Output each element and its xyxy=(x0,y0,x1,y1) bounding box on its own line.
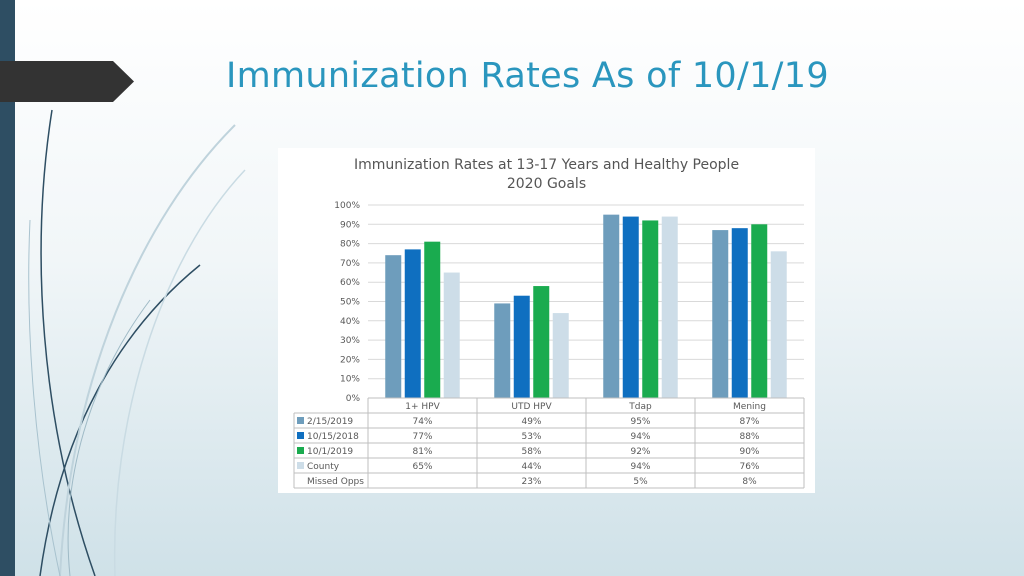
y-tick-label: 20% xyxy=(340,355,360,365)
data-label: 53% xyxy=(521,432,541,442)
bar xyxy=(661,216,678,398)
data-label: 49% xyxy=(521,417,541,427)
legend-label: 2/15/2019 xyxy=(307,417,353,427)
bar xyxy=(494,303,511,398)
title-arrow-tab xyxy=(0,61,134,102)
bar xyxy=(424,241,441,398)
left-accent-bar xyxy=(0,0,15,576)
bar xyxy=(552,313,569,398)
data-label: 74% xyxy=(412,417,432,427)
bar xyxy=(385,255,402,398)
data-label: 77% xyxy=(412,432,432,442)
data-label: 65% xyxy=(412,462,432,472)
bar-chart: 0% 10% 20% 30% 40% 50% 60% 70% 80% 90% 100% 1+ HPV U… xyxy=(293,201,805,489)
data-label: 87% xyxy=(739,417,759,427)
bar xyxy=(622,216,639,398)
table-row-label: Missed Opps xyxy=(307,477,364,487)
data-label: 23% xyxy=(521,477,541,487)
data-label: 95% xyxy=(630,417,650,427)
bar xyxy=(404,249,421,398)
data-label: 76% xyxy=(739,462,759,472)
legend-swatch xyxy=(297,432,304,439)
y-tick-label: 30% xyxy=(340,336,360,346)
data-label: 44% xyxy=(521,462,541,472)
data-label: 94% xyxy=(630,462,650,472)
bar xyxy=(770,251,787,398)
data-label: 8% xyxy=(742,477,757,487)
category-label: UTD HPV xyxy=(511,402,552,412)
category-label: 1+ HPV xyxy=(405,402,440,412)
y-tick-label: 10% xyxy=(340,375,360,385)
chart-title: Immunization Rates at 13-17 Years and He… xyxy=(353,157,740,173)
chart-subtitle: 2020 Goals xyxy=(506,176,587,192)
bar xyxy=(712,230,729,398)
bar xyxy=(443,272,460,398)
y-tick-label: 40% xyxy=(340,317,360,327)
data-label: 94% xyxy=(630,432,650,442)
data-label: 81% xyxy=(412,447,432,457)
chart-panel: Immunization Rates at 13-17 Years and He… xyxy=(278,148,815,493)
y-tick-label: 80% xyxy=(340,240,360,250)
legend-swatch xyxy=(297,462,304,469)
legend-label: 10/15/2018 xyxy=(307,432,359,442)
y-tick-label: 60% xyxy=(340,278,360,288)
bar xyxy=(603,214,620,398)
data-label: 88% xyxy=(739,432,759,442)
bar xyxy=(642,220,659,398)
legend-swatch xyxy=(297,447,304,454)
legend-swatch xyxy=(297,417,304,424)
bar xyxy=(533,286,550,398)
legend-label: 10/1/2019 xyxy=(307,447,353,457)
data-label: 58% xyxy=(521,447,541,457)
category-label: Tdap xyxy=(628,402,652,412)
y-tick-label: 70% xyxy=(340,259,360,269)
y-tick-label: 90% xyxy=(340,220,360,230)
category-label: Mening xyxy=(733,402,766,412)
y-tick-label: 100% xyxy=(334,201,360,211)
y-tick-label: 0% xyxy=(346,394,361,404)
bar xyxy=(731,228,748,398)
data-label: 90% xyxy=(739,447,759,457)
data-label: 5% xyxy=(633,477,648,487)
data-label: 92% xyxy=(630,447,650,457)
bar xyxy=(751,224,768,398)
y-tick-label: 50% xyxy=(340,298,360,308)
legend-label: County xyxy=(307,462,340,472)
bar xyxy=(513,295,530,398)
slide-title: Immunization Rates As of 10/1/19 xyxy=(226,56,829,96)
